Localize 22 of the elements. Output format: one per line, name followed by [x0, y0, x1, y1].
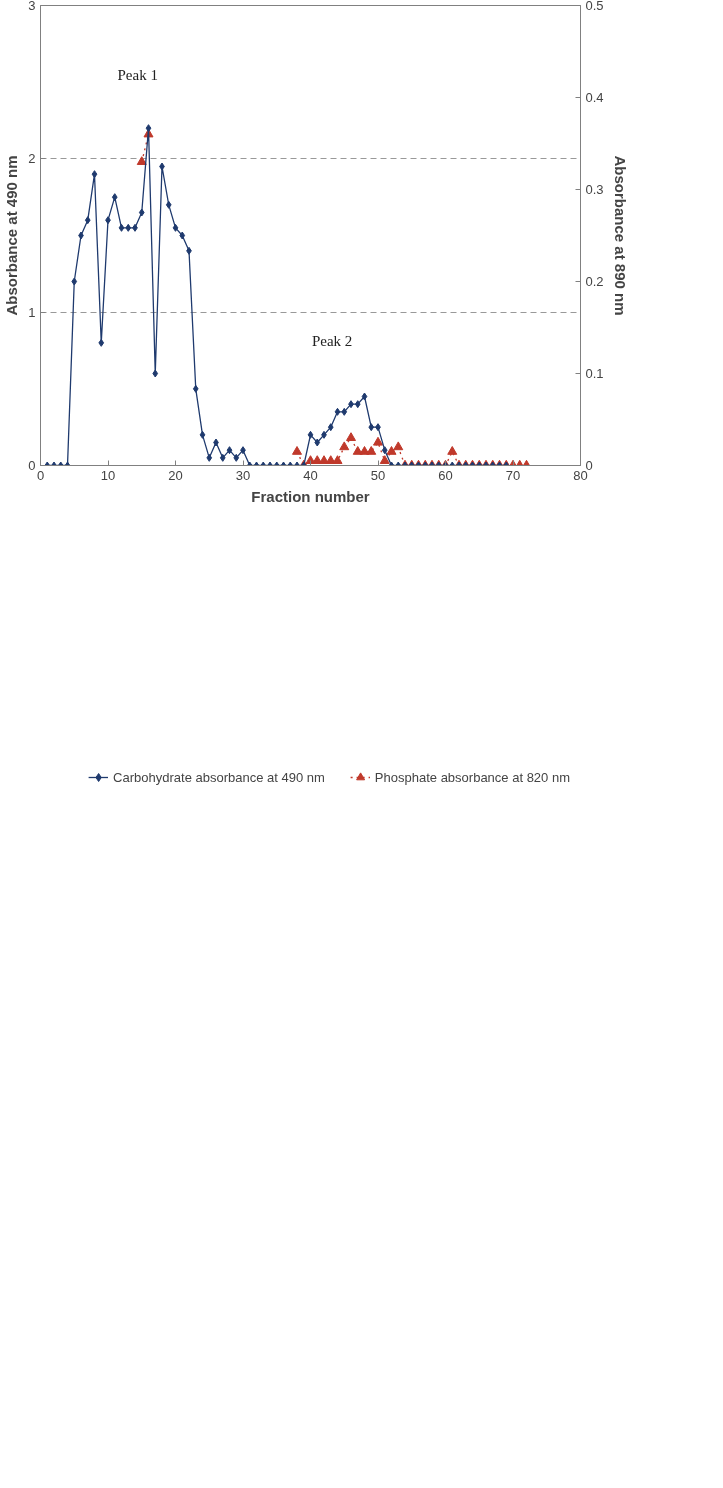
x-tick-label: 20 [168, 467, 183, 483]
y-axis-title: Absorbance at 490 nm [3, 155, 21, 316]
x-tick-label: 40 [303, 467, 318, 483]
legend-label: Phosphate absorbance at 820 nm [374, 769, 570, 785]
x-axis-title: Fraction number [251, 487, 370, 505]
y-tick-label: 2 [28, 151, 36, 167]
annotation: Peak 2 [311, 333, 353, 350]
x-tick-label: 30 [235, 467, 251, 483]
x-tick-label: 50 [370, 467, 386, 483]
y2-tick-label: 0.1 [585, 366, 604, 381]
y2-axis-title: Absorbance at 890 nm [611, 155, 629, 316]
annotation: Peak 1 [117, 66, 158, 83]
x-tick-label: 60 [438, 467, 453, 483]
y2-tick-label: 0.4 [585, 90, 604, 105]
y2-tick-label: 0.5 [585, 0, 604, 13]
y2-tick-label: 0.3 [585, 182, 604, 197]
x-tick-label: 70 [505, 467, 521, 483]
legend-label: Carbohydrate absorbance at 490 nm [113, 769, 325, 785]
x-tick-label: 10 [100, 467, 116, 483]
y-tick-label: 3 [28, 0, 36, 13]
y2-tick-label: 0.2 [585, 274, 604, 289]
y-tick-label: 1 [28, 304, 36, 320]
